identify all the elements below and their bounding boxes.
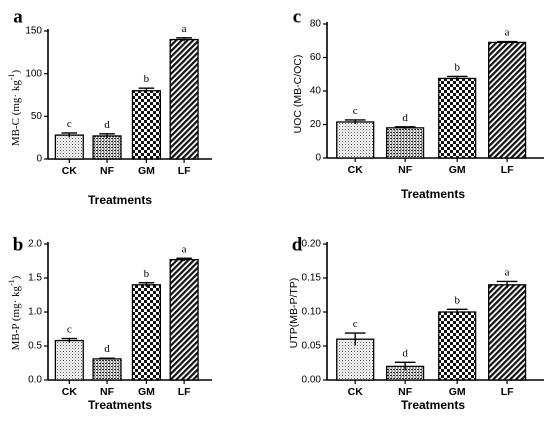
panel-d: d 0.00 0.05 0.10 0.15 0.20 c CK d NF b GM a LF Treatme… [288, 234, 544, 412]
significance-label: d [104, 119, 110, 131]
y-tick-label: 0.00 [302, 375, 322, 386]
y-tick-label: 2.0 [28, 239, 42, 250]
y-axis-title: UTP(MB-P/TP) [288, 278, 300, 349]
x-tick-label: NF [398, 386, 413, 398]
y-tick-label: 40 [310, 86, 322, 97]
significance-label: b [144, 73, 150, 85]
significance-label: b [454, 294, 460, 306]
x-tick-label: CK [62, 386, 78, 398]
x-tick-label: CK [348, 164, 364, 176]
bar-ck [336, 338, 375, 381]
x-axis-title: Treatments [88, 193, 152, 207]
x-axis-title: Treatments [401, 398, 465, 412]
bar-gm [131, 284, 161, 381]
panel-b: b 0.0 0.5 1.0 1.5 2.0 c CK d NF b GM a LF Treatments MB… [7, 234, 212, 412]
x-tick-label: GM [138, 386, 155, 398]
y-tick-label: 20 [310, 119, 322, 130]
y-tick-label: 0.5 [28, 341, 42, 352]
panel-a: a 0 50 100 150 c CK d NF b GM a LF Treatments MB-C (mg… [7, 6, 212, 207]
significance-label: b [454, 61, 460, 73]
bar-lf [169, 38, 199, 160]
y-tick-label: 1.5 [28, 273, 42, 284]
significance-label: b [144, 268, 150, 280]
bar-nf [92, 358, 122, 381]
y-axis-title: MB-C (mg· kg-1) [7, 70, 22, 147]
x-tick-label: NF [100, 165, 115, 177]
significance-label: c [67, 324, 72, 336]
panel-c: c 0 20 40 60 80 c CK d NF b GM a LF Treatments UOC (MB-… [292, 6, 544, 201]
bar-lf [169, 258, 199, 381]
panel-letter: a [13, 6, 23, 27]
x-tick-label: NF [100, 386, 115, 398]
bar-gm [438, 311, 477, 381]
x-axis-title: Treatments [88, 398, 152, 412]
bar-nf [92, 135, 122, 160]
significance-label: c [67, 118, 72, 130]
bar-ck [336, 121, 375, 159]
y-tick-label: 0.15 [302, 273, 322, 284]
x-tick-label: GM [449, 164, 466, 176]
x-tick-label: NF [398, 164, 413, 176]
x-tick-label: LF [501, 164, 514, 176]
y-tick-label: 0.10 [302, 307, 322, 318]
y-tick-label: 60 [310, 52, 322, 63]
bar-lf [488, 41, 527, 159]
significance-label: c [353, 105, 358, 117]
panel-letter: d [292, 234, 303, 255]
x-tick-label: LF [501, 386, 514, 398]
panel-letter: c [293, 6, 301, 27]
significance-label: a [505, 266, 510, 278]
bar-lf [488, 284, 527, 381]
y-tick-label: 0.20 [302, 239, 322, 250]
bar-ck [54, 339, 84, 381]
bar-nf [386, 127, 425, 159]
y-tick-label: 0.05 [302, 341, 322, 352]
y-axis-title: MB-P (mg· kg-1) [7, 275, 22, 350]
y-tick-label: 150 [25, 26, 42, 37]
bar-gm [131, 90, 161, 160]
x-tick-label: LF [178, 165, 191, 177]
bar-ck [54, 134, 84, 160]
x-tick-label: LF [178, 386, 191, 398]
x-axis-title: Treatments [401, 187, 465, 201]
x-tick-label: GM [449, 386, 466, 398]
panel-letter: b [13, 234, 24, 255]
bar-gm [438, 77, 477, 159]
y-tick-label: 0.0 [28, 375, 42, 386]
significance-label: a [182, 23, 187, 35]
significance-label: a [505, 27, 510, 39]
x-tick-label: GM [138, 165, 155, 177]
significance-label: d [104, 343, 110, 355]
x-tick-label: CK [62, 165, 78, 177]
y-tick-label: 50 [31, 111, 43, 122]
significance-label: c [353, 318, 358, 330]
x-tick-label: CK [348, 386, 364, 398]
y-tick-label: 80 [310, 19, 322, 30]
significance-label: a [182, 243, 187, 255]
significance-label: d [402, 112, 408, 124]
y-axis-title: UOC (MB-C/OC) [292, 55, 304, 134]
y-tick-label: 0 [36, 154, 42, 165]
y-tick-label: 1.0 [28, 307, 42, 318]
y-tick-label: 0 [315, 153, 321, 164]
y-tick-label: 100 [25, 68, 42, 79]
significance-label: d [402, 347, 408, 359]
